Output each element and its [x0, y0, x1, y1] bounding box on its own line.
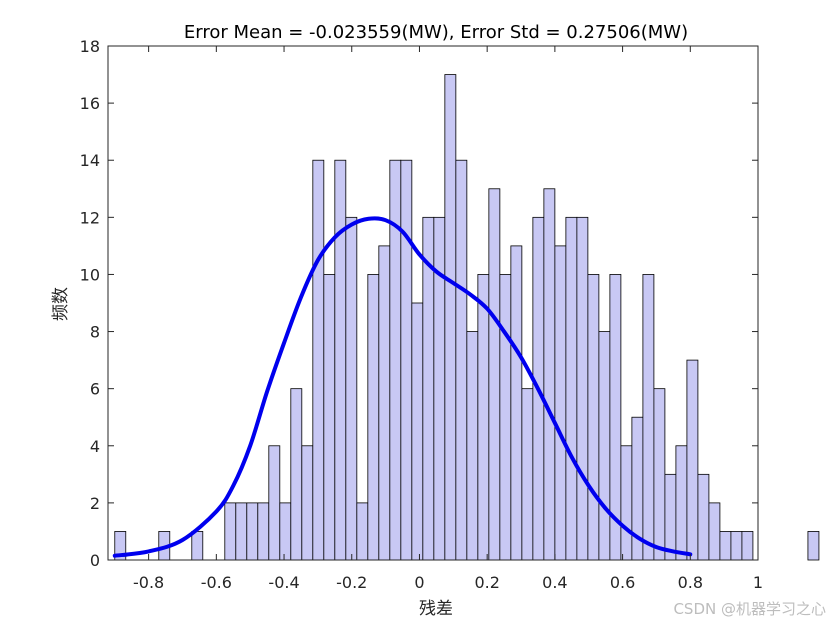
- y-tick-label: 18: [80, 37, 100, 56]
- y-tick-label: 12: [80, 208, 100, 227]
- histogram-bar: [543, 188, 556, 561]
- chart-title: Error Mean = -0.023559(MW), Error Std = …: [184, 22, 688, 43]
- y-tick-label: 4: [90, 437, 100, 456]
- histogram-bar: [279, 502, 292, 561]
- histogram-bar: [708, 502, 721, 561]
- histogram-bar: [675, 445, 688, 561]
- histogram-bar: [444, 74, 457, 561]
- y-tick-label: 8: [90, 323, 100, 342]
- y-tick-label: 10: [80, 265, 100, 284]
- y-axis-label: 频数: [51, 287, 71, 321]
- histogram-bar: [235, 502, 248, 561]
- histogram-bar: [334, 159, 347, 561]
- x-tick-label: 0.4: [542, 573, 567, 592]
- histogram-bar: [620, 445, 633, 561]
- histogram-bar: [400, 159, 413, 561]
- y-tick-label: 14: [80, 151, 100, 170]
- histogram-bar: [488, 188, 501, 561]
- histogram-bar: [598, 331, 611, 561]
- x-tick-label: -0.8: [133, 573, 164, 592]
- x-tick-label: -0.6: [201, 573, 232, 592]
- histogram-bar: [312, 159, 325, 561]
- y-tick-label: 0: [90, 551, 100, 570]
- histogram-bar: [257, 502, 270, 561]
- x-tick-label: -0.2: [336, 573, 367, 592]
- histogram-bar: [356, 502, 369, 561]
- histogram-bar: [664, 473, 677, 561]
- histogram-bar: [224, 502, 237, 561]
- histogram-bar: [466, 331, 479, 561]
- histogram-bar: [653, 388, 666, 561]
- histogram-bar: [576, 216, 589, 561]
- histogram-bar: [807, 531, 820, 561]
- y-tick-label: 16: [80, 94, 100, 113]
- histogram-bar: [191, 531, 204, 561]
- x-axis-label: 残差: [419, 599, 453, 619]
- histogram-bar: [477, 274, 490, 561]
- axes: [107, 45, 759, 561]
- histogram-bar: [565, 216, 578, 561]
- density-curve: [112, 216, 693, 558]
- histogram-bar: [587, 274, 600, 561]
- tick-labels: -0.8 -0.6 -0.4 -0.2 0 0.2 0.4 0.6 0.8 10246810121…: [80, 37, 763, 592]
- histogram-bar: [290, 388, 303, 561]
- histogram-bar: [389, 159, 402, 561]
- histogram-bar: [719, 531, 732, 561]
- x-tick-label: 0.6: [610, 573, 635, 592]
- histogram-bar: [411, 302, 424, 561]
- histogram-bar: [323, 274, 336, 561]
- histogram-bar: [697, 473, 710, 561]
- histogram-bars: [114, 74, 820, 561]
- x-tick-label: 0.2: [474, 573, 499, 592]
- histogram-bar: [268, 445, 281, 561]
- histogram-bar: [686, 359, 699, 561]
- histogram-bar: [455, 159, 468, 561]
- histogram-bar: [730, 531, 743, 561]
- density-curve-layer: [112, 216, 693, 558]
- x-tick-label: -0.4: [268, 573, 299, 592]
- histogram-bar: [510, 245, 523, 561]
- plot-frame: [107, 45, 759, 561]
- histogram-bar: [301, 445, 314, 561]
- histogram-bar: [345, 216, 358, 561]
- x-tick-label: 0.8: [678, 573, 703, 592]
- x-tick-label: 1: [753, 573, 763, 592]
- histogram-bar: [367, 274, 380, 561]
- histogram-bar: [246, 502, 259, 561]
- watermark-text: CSDN @机器学习之心: [673, 600, 826, 618]
- histogram-bar: [378, 245, 391, 561]
- histogram-bar: [499, 274, 512, 561]
- histogram-bar: [521, 388, 534, 561]
- histogram-bar: [554, 245, 567, 561]
- y-tick-label: 6: [90, 380, 100, 399]
- histogram-bar: [741, 531, 754, 561]
- x-tick-label: 0: [414, 573, 424, 592]
- y-tick-label: 2: [90, 494, 100, 513]
- histogram-bar: [642, 274, 655, 561]
